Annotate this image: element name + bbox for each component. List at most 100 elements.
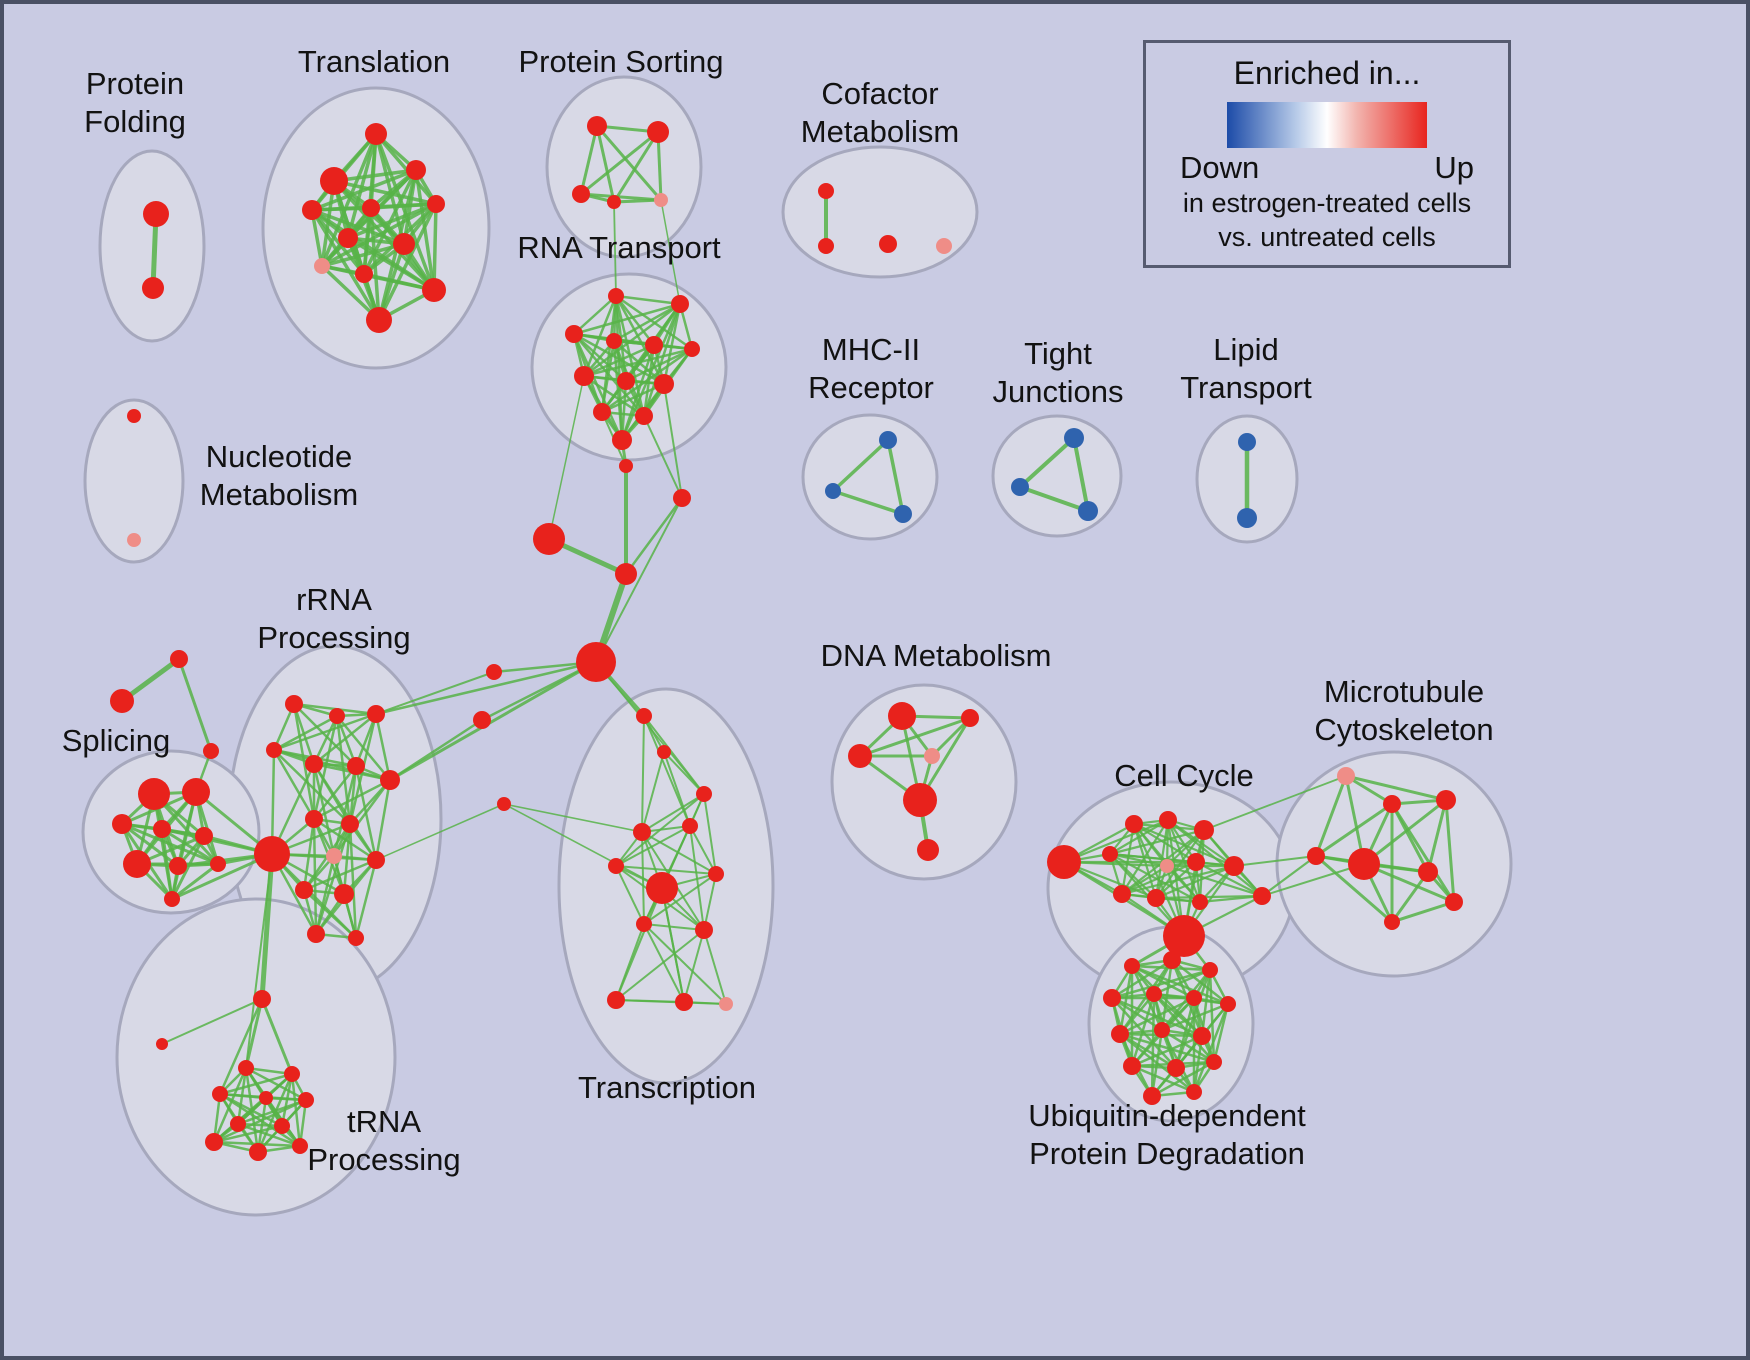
geneset-node-cc4[interactable]	[1194, 820, 1214, 840]
geneset-node-rr11[interactable]	[326, 848, 342, 864]
geneset-node-cc11[interactable]	[1192, 894, 1208, 910]
geneset-node-ub9[interactable]	[1154, 1022, 1170, 1038]
geneset-node-ts8[interactable]	[708, 866, 724, 882]
geneset-node-sp1[interactable]	[138, 778, 170, 810]
geneset-node-mc3[interactable]	[1436, 790, 1456, 810]
geneset-node-cc8[interactable]	[1224, 856, 1244, 876]
geneset-node-tr7[interactable]	[338, 228, 358, 248]
geneset-node-dm6[interactable]	[917, 839, 939, 861]
geneset-node-rt4[interactable]	[606, 333, 622, 349]
geneset-node-dm4[interactable]	[924, 748, 940, 764]
geneset-node-cc9[interactable]	[1113, 885, 1131, 903]
geneset-node-cc1[interactable]	[1047, 845, 1081, 879]
geneset-node-tr10[interactable]	[355, 265, 373, 283]
geneset-node-ps3[interactable]	[572, 185, 590, 203]
geneset-node-ps1[interactable]	[587, 116, 607, 136]
geneset-node-cxF[interactable]	[486, 664, 502, 680]
geneset-node-cm4[interactable]	[936, 238, 952, 254]
geneset-node-cm3[interactable]	[879, 235, 897, 253]
geneset-node-fx3[interactable]	[203, 743, 219, 759]
geneset-node-rr15[interactable]	[307, 925, 325, 943]
geneset-node-tr3[interactable]	[406, 160, 426, 180]
geneset-node-rr6[interactable]	[347, 757, 365, 775]
geneset-node-mc2[interactable]	[1383, 795, 1401, 813]
geneset-node-cxA[interactable]	[619, 459, 633, 473]
geneset-node-mc6[interactable]	[1418, 862, 1438, 882]
geneset-node-mc1[interactable]	[1337, 767, 1355, 785]
geneset-node-ps4[interactable]	[607, 195, 621, 209]
geneset-node-pf2[interactable]	[142, 277, 164, 299]
geneset-node-mc8[interactable]	[1384, 914, 1400, 930]
geneset-node-dm1[interactable]	[888, 702, 916, 730]
geneset-node-ts11[interactable]	[607, 991, 625, 1009]
geneset-node-cxC[interactable]	[533, 523, 565, 555]
geneset-node-mc4[interactable]	[1307, 847, 1325, 865]
geneset-node-ub13[interactable]	[1206, 1054, 1222, 1070]
geneset-node-lt1[interactable]	[1238, 433, 1256, 451]
geneset-node-cc5[interactable]	[1102, 846, 1118, 862]
geneset-node-nm2[interactable]	[127, 533, 141, 547]
geneset-node-tn12[interactable]	[292, 1138, 308, 1154]
geneset-node-mc7[interactable]	[1445, 893, 1463, 911]
geneset-node-ps5[interactable]	[654, 193, 668, 207]
geneset-node-rr3[interactable]	[367, 705, 385, 723]
geneset-node-tn8[interactable]	[230, 1116, 246, 1132]
geneset-node-tr1[interactable]	[365, 123, 387, 145]
geneset-node-rt1[interactable]	[608, 288, 624, 304]
geneset-node-tn6[interactable]	[259, 1091, 273, 1105]
geneset-node-tr6[interactable]	[427, 195, 445, 213]
geneset-node-sp5[interactable]	[195, 827, 213, 845]
geneset-node-cxD[interactable]	[615, 563, 637, 585]
geneset-node-ts12[interactable]	[675, 993, 693, 1011]
geneset-node-cxE[interactable]	[576, 642, 616, 682]
geneset-node-cm1[interactable]	[818, 183, 834, 199]
geneset-node-fx2[interactable]	[110, 689, 134, 713]
geneset-node-ub7[interactable]	[1220, 996, 1236, 1012]
geneset-node-cm2[interactable]	[818, 238, 834, 254]
geneset-node-sp2[interactable]	[182, 778, 210, 806]
geneset-node-tr5[interactable]	[362, 199, 380, 217]
geneset-node-rt11[interactable]	[635, 407, 653, 425]
geneset-node-cc2[interactable]	[1125, 815, 1143, 833]
geneset-node-ub6[interactable]	[1186, 990, 1202, 1006]
geneset-node-tn11[interactable]	[249, 1143, 267, 1161]
geneset-node-pf1[interactable]	[143, 201, 169, 227]
geneset-node-cc12[interactable]	[1163, 915, 1205, 957]
geneset-node-tn1[interactable]	[253, 990, 271, 1008]
geneset-node-ts10[interactable]	[695, 921, 713, 939]
geneset-node-mc5[interactable]	[1348, 848, 1380, 880]
geneset-node-rr8[interactable]	[254, 836, 290, 872]
geneset-node-cc13[interactable]	[1253, 887, 1271, 905]
geneset-node-tn7[interactable]	[298, 1092, 314, 1108]
geneset-node-rr12[interactable]	[367, 851, 385, 869]
geneset-node-rt6[interactable]	[684, 341, 700, 357]
geneset-node-rr2[interactable]	[329, 708, 345, 724]
geneset-node-ub2[interactable]	[1163, 951, 1181, 969]
geneset-node-tn5[interactable]	[212, 1086, 228, 1102]
geneset-node-sp9[interactable]	[164, 891, 180, 907]
geneset-node-ts2[interactable]	[657, 745, 671, 759]
geneset-node-ub1[interactable]	[1124, 958, 1140, 974]
geneset-node-ub14[interactable]	[1143, 1087, 1161, 1105]
geneset-node-ts13[interactable]	[719, 997, 733, 1011]
geneset-node-ts6[interactable]	[608, 858, 624, 874]
geneset-node-tn10[interactable]	[205, 1133, 223, 1151]
geneset-node-rt8[interactable]	[617, 372, 635, 390]
geneset-node-dm3[interactable]	[848, 744, 872, 768]
geneset-node-cxB[interactable]	[673, 489, 691, 507]
geneset-node-rr10[interactable]	[341, 815, 359, 833]
geneset-node-rt9[interactable]	[654, 374, 674, 394]
geneset-node-rt2[interactable]	[671, 295, 689, 313]
geneset-node-tn9[interactable]	[274, 1118, 290, 1134]
geneset-node-sp6[interactable]	[123, 850, 151, 878]
geneset-node-nm1[interactable]	[127, 409, 141, 423]
geneset-node-tr2[interactable]	[320, 167, 348, 195]
geneset-node-ts9[interactable]	[636, 916, 652, 932]
geneset-node-rr16[interactable]	[348, 930, 364, 946]
geneset-node-ts5[interactable]	[682, 818, 698, 834]
geneset-node-ts3[interactable]	[696, 786, 712, 802]
geneset-node-tj2[interactable]	[1011, 478, 1029, 496]
geneset-node-tn3[interactable]	[238, 1060, 254, 1076]
geneset-node-rr1[interactable]	[285, 695, 303, 713]
geneset-node-cc6[interactable]	[1160, 859, 1174, 873]
